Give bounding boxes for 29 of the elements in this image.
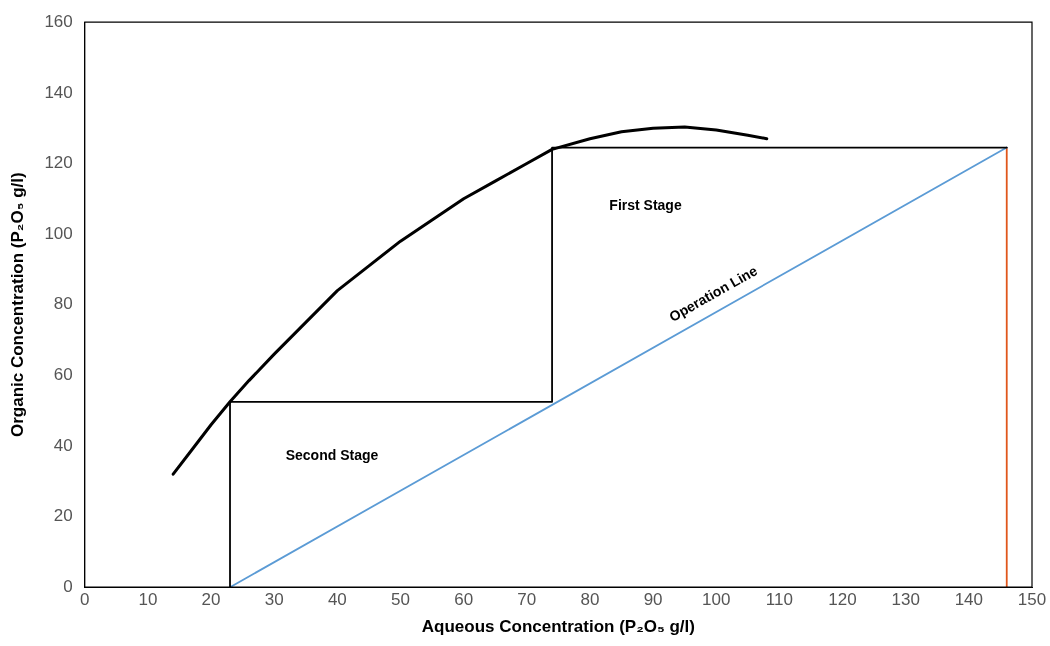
x-tick-label: 130 [891,590,920,610]
annotation: First Stage [609,196,682,213]
x-tick-label: 70 [517,590,537,610]
y-tick-label: 40 [53,435,73,455]
x-tick-label: 0 [80,590,90,610]
x-tick-label: 40 [327,590,347,610]
x-tick-label: 10 [138,590,158,610]
x-tick-label: 60 [454,590,474,610]
x-axis-title: Aqueous Concentration (P₂O₅ g/l) [421,617,695,637]
x-tick-label: 140 [954,590,984,610]
x-tick-label: 30 [264,590,284,610]
y-tick-label: 140 [44,82,73,102]
x-tick-label: 120 [828,590,857,610]
x-tick-label: 50 [391,590,410,610]
x-tick-label: 100 [702,590,731,610]
x-tick-label: 20 [201,590,221,610]
y-tick-label: 60 [53,365,73,385]
x-tick-label: 90 [643,590,663,610]
y-tick-label: 160 [44,11,73,31]
x-tick-label: 110 [765,590,793,610]
y-tick-label: 100 [44,223,73,243]
y-tick-label: 120 [44,153,73,173]
y-tick-label: 20 [53,506,73,526]
x-tick-label: 80 [580,590,600,610]
x-tick-label: 150 [1017,590,1047,610]
y-tick-label: 80 [53,294,73,314]
annotation: Second Stage [285,446,379,463]
y-tick-label: 0 [63,576,73,596]
y-axis-title: Organic Concentration (P₂O₅ g/l) [7,172,27,438]
